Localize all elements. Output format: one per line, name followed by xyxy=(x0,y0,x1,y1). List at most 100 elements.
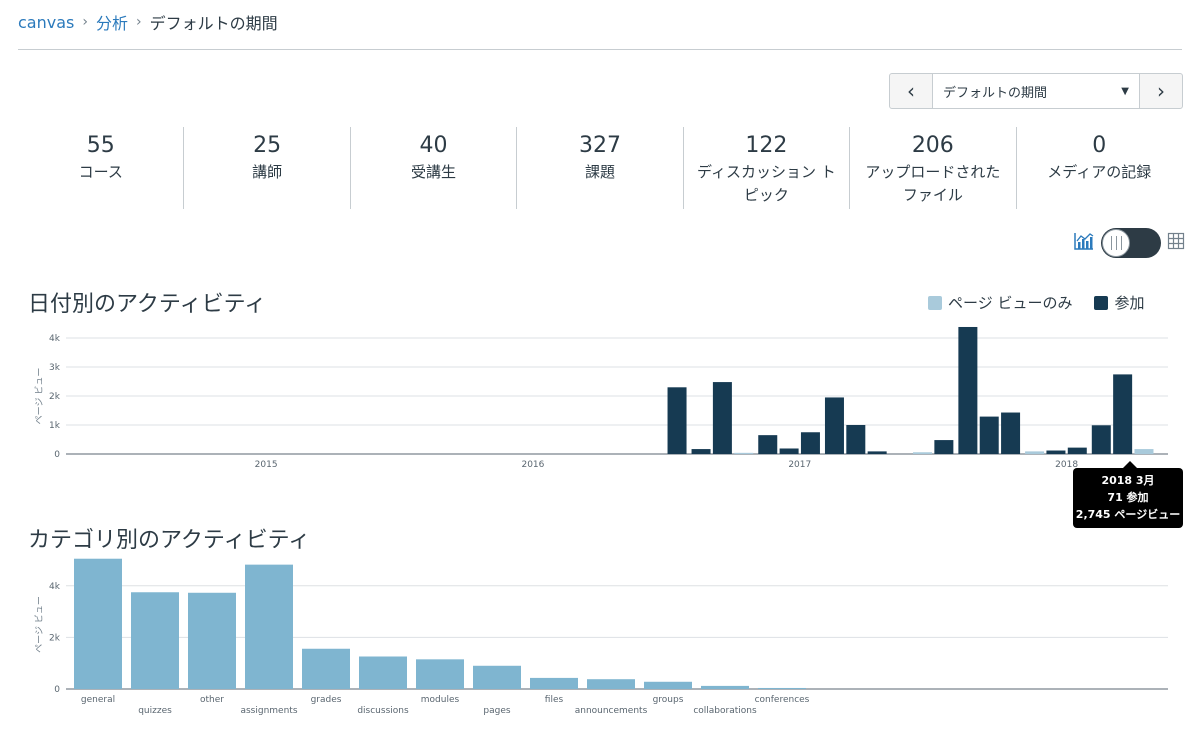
toggle-knob xyxy=(1102,229,1130,257)
category-bar xyxy=(359,656,407,689)
y-tick-label: 0 xyxy=(54,685,60,695)
table-view-icon[interactable] xyxy=(1167,232,1185,254)
chevron-left-icon: ‹ xyxy=(907,79,915,103)
breadcrumb-current: デフォルトの期間 xyxy=(149,14,278,33)
category-bar xyxy=(644,681,692,689)
category-label: other xyxy=(200,695,224,705)
stat-value: 327 xyxy=(578,133,621,158)
x-tick-label: 2017 xyxy=(788,460,811,470)
category-bar xyxy=(530,677,578,689)
stat-value: 40 xyxy=(419,133,448,158)
category-label: pages xyxy=(483,706,510,716)
y-tick-label: 2k xyxy=(49,392,61,402)
legend-label: 参加 xyxy=(1114,294,1145,312)
participation-bar xyxy=(934,440,954,454)
category-label: modules xyxy=(421,695,460,705)
graph-table-toggle-switch[interactable] xyxy=(1101,228,1161,258)
y-tick-label: 1k xyxy=(49,421,61,431)
chevron-right-icon: › xyxy=(1157,79,1165,103)
legend-pageviews[interactable]: ページ ビューのみ xyxy=(928,292,1072,313)
category-label: announcements xyxy=(575,706,648,716)
tooltip-date: 2018 3月 xyxy=(1101,474,1155,487)
period-selector: ‹ デフォルトの期間 ▼ › xyxy=(889,73,1183,109)
pageviews-bar xyxy=(1134,449,1154,454)
participation-bar xyxy=(846,425,866,454)
legend-swatch xyxy=(928,295,942,310)
stat-label: ディスカッション トピック xyxy=(697,163,836,204)
legend-label: ページ ビューのみ xyxy=(948,294,1073,312)
activity-by-date-title: 日付別のアクティビティ xyxy=(28,292,267,317)
y-tick-label: 0 xyxy=(54,450,60,460)
chevron-right-icon: › xyxy=(135,14,142,30)
category-bar xyxy=(245,564,293,689)
category-bar xyxy=(302,648,350,689)
legend-participation[interactable]: 参加 xyxy=(1094,292,1145,313)
stat-discussion-topics: 122 ディスカッション トピック xyxy=(684,127,851,209)
participation-bar xyxy=(800,432,820,454)
participation-bar xyxy=(979,416,999,454)
pageviews-bar xyxy=(734,452,754,454)
graph-view-icon[interactable] xyxy=(1073,231,1095,255)
stat-teachers: 25 講師 xyxy=(184,127,351,209)
stat-value: 55 xyxy=(86,133,115,158)
stat-students: 40 受講生 xyxy=(351,127,518,209)
summary-stats: 55 コース 25 講師 40 受講生 327 課題 122 ディスカッション … xyxy=(18,127,1182,209)
next-period-button[interactable]: › xyxy=(1140,74,1182,108)
breadcrumb-home-link[interactable]: canvas xyxy=(18,12,75,32)
category-bar xyxy=(587,679,635,689)
x-tick-label: 2015 xyxy=(255,460,278,470)
tooltip-participation: 71 参加 xyxy=(1107,491,1149,504)
legend-swatch xyxy=(1094,295,1109,310)
participation-bar xyxy=(958,326,978,454)
x-tick-label: 2016 xyxy=(521,460,544,470)
stat-value: 122 xyxy=(745,133,788,158)
caret-down-icon: ▼ xyxy=(1121,85,1129,97)
stat-label: アップロードされたファイル xyxy=(865,163,1001,204)
category-label: conferences xyxy=(755,695,810,705)
stat-label: メディアの記録 xyxy=(1047,163,1152,181)
stat-media-recordings: 0 メディアの記録 xyxy=(1017,127,1182,209)
activity-by-date-chart: 0 1k 2k 3k 4k ページ ビュー 2015 2016 2017 2018 xyxy=(34,326,1168,470)
participation-bar xyxy=(824,397,844,454)
period-dropdown[interactable]: デフォルトの期間 ▼ xyxy=(932,74,1140,108)
participation-bar xyxy=(1091,425,1111,454)
category-bar xyxy=(701,685,749,689)
y-tick-label: 4k xyxy=(49,334,61,344)
participation-bar xyxy=(691,449,711,454)
previous-period-button[interactable]: ‹ xyxy=(890,74,932,108)
chevron-right-icon: › xyxy=(82,14,88,30)
category-label: grades xyxy=(311,695,342,705)
stat-value: 25 xyxy=(253,133,282,158)
category-label: groups xyxy=(653,695,684,705)
category-bar xyxy=(131,592,179,689)
y-axis-label: ページ ビュー xyxy=(34,368,45,425)
stat-courses: 55 コース xyxy=(18,127,185,209)
pageviews-bar xyxy=(913,452,933,454)
breadcrumb: canvas › 分析 › デフォルトの期間 xyxy=(18,10,278,34)
category-bar xyxy=(74,558,122,689)
stat-label: 課題 xyxy=(584,163,615,181)
y-tick-label: 4k xyxy=(49,582,61,592)
participation-bar xyxy=(1001,412,1021,454)
participation-bar xyxy=(867,451,887,454)
chart-tooltip: 2018 3月 71 参加 2,745 ページビュー xyxy=(1073,461,1183,528)
category-bar xyxy=(416,659,464,689)
activity-legend: ページ ビューのみ 参加 xyxy=(928,292,1167,313)
breadcrumb-analytics-link[interactable]: 分析 xyxy=(95,14,128,33)
participation-bar xyxy=(712,382,732,454)
view-toggle xyxy=(1073,228,1185,258)
category-bar xyxy=(188,592,236,689)
x-tick-label: 2018 xyxy=(1055,460,1078,470)
participation-bar xyxy=(667,387,687,454)
category-bar xyxy=(473,665,521,689)
pageviews-bar xyxy=(1025,451,1045,454)
category-label: quizzes xyxy=(138,706,172,716)
y-axis-label: ページ ビュー xyxy=(34,596,45,653)
activity-by-category-title: カテゴリ別のアクティビティ xyxy=(28,528,311,553)
category-label: general xyxy=(81,695,115,705)
stat-assignments: 327 課題 xyxy=(517,127,684,209)
stat-uploaded-files: 206 アップロードされたファイル xyxy=(850,127,1017,209)
y-tick-label: 3k xyxy=(49,363,61,373)
category-label: discussions xyxy=(357,706,409,716)
header-divider xyxy=(18,49,1182,50)
